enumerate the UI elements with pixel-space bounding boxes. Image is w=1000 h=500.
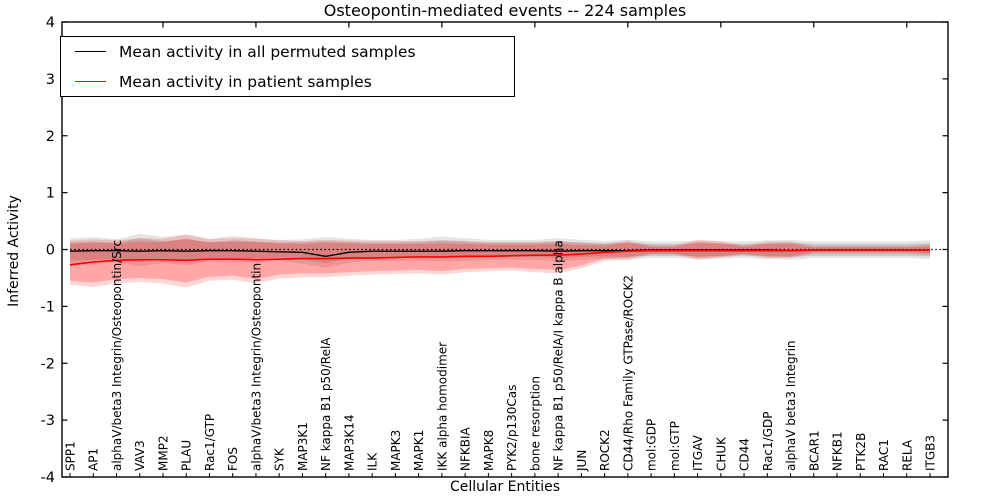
x-category-label: Rac1/GDP: [761, 412, 775, 471]
patient-line-swatch: [75, 81, 106, 82]
x-category-label: AP1: [87, 448, 101, 471]
x-category-label: ILK: [366, 452, 380, 471]
x-category-label: bone resorption: [528, 376, 542, 471]
patient-outer-band: [70, 234, 930, 288]
chart-title: Osteopontin-mediated events -- 224 sampl…: [323, 1, 687, 20]
x-category-label: ITGB3: [924, 435, 938, 471]
x-category-label: MMP2: [156, 435, 170, 471]
y-tick-label: 3: [46, 72, 55, 88]
x-category-label: NF kappa B1 p50/RelA: [319, 337, 333, 471]
x-category-label: SPP1: [64, 441, 78, 471]
legend-entry-patient: Mean activity in patient samples: [61, 69, 514, 95]
x-category-label: mol:GDP: [645, 419, 659, 471]
x-category-label: JUN: [575, 450, 589, 472]
x-category-label: PTK2B: [854, 433, 868, 471]
x-category-label: MAP3K1: [296, 422, 310, 471]
x-category-label: NF kappa B1 p50/RelA/I kappa B alpha: [552, 240, 566, 471]
y-axis-label: Inferred Activity: [6, 195, 22, 307]
x-category-label: PLAU: [180, 440, 194, 471]
patient-mean-line: [69, 249, 930, 266]
permuted-line-swatch: [75, 51, 106, 52]
x-category-label: CD44: [738, 438, 752, 471]
x-category-label: alphaV/beta3 Integrin/Osteopontin: [249, 263, 263, 471]
x-axis-label: Cellular Entities: [449, 479, 561, 495]
x-category-label: CHUK: [714, 436, 728, 471]
x-category-label: MAPK1: [412, 430, 426, 471]
x-category-label: NFKB1: [831, 431, 845, 471]
x-category-label: alphaV beta3 Integrin: [784, 340, 798, 471]
x-category-label: RAC1: [877, 439, 891, 471]
x-category-label: mol:GTP: [668, 421, 682, 471]
x-category-label: ROCK2: [598, 429, 612, 471]
y-tick-label: -2: [41, 356, 55, 372]
x-category-label: FOS: [226, 447, 240, 471]
x-category-label: RELA: [900, 439, 914, 471]
legend-label-patient: Mean activity in patient samples: [119, 72, 372, 91]
y-tick-label: 2: [46, 129, 55, 145]
legend-box: Mean activity in all permuted samples Me…: [60, 36, 515, 97]
x-category-label: alphaV/beta3 Integrin/Osteopontin/Src: [110, 240, 124, 471]
x-category-label: SYK: [273, 447, 287, 471]
y-tick-label: -3: [41, 413, 55, 429]
x-category-label: MAPK8: [482, 430, 496, 471]
y-tick-label: -1: [41, 299, 55, 315]
x-category-label: MAPK3: [389, 430, 403, 471]
x-category-label: ITGAV: [691, 434, 705, 471]
x-category-label: NFKBIA: [459, 426, 473, 471]
y-tick-label: -4: [41, 470, 55, 486]
legend-label-permuted: Mean activity in all permuted samples: [119, 42, 416, 61]
x-category-label: BCAR1: [807, 430, 821, 471]
y-tick-label: 0: [46, 243, 55, 259]
x-category-label: IKK alpha homodimer: [435, 342, 449, 471]
x-category-label: Rac1/GTP: [203, 414, 217, 471]
x-category-label: VAV3: [133, 440, 147, 471]
y-tick-label: 4: [46, 15, 55, 31]
x-category-label: CD44/Rho Family GTPase/ROCK2: [621, 275, 635, 471]
y-tick-label: 1: [46, 186, 55, 202]
x-category-label: MAP3K14: [342, 414, 356, 471]
x-category-label: PYK2/p130Cas: [505, 385, 519, 471]
legend-entry-permuted: Mean activity in all permuted samples: [61, 39, 514, 65]
